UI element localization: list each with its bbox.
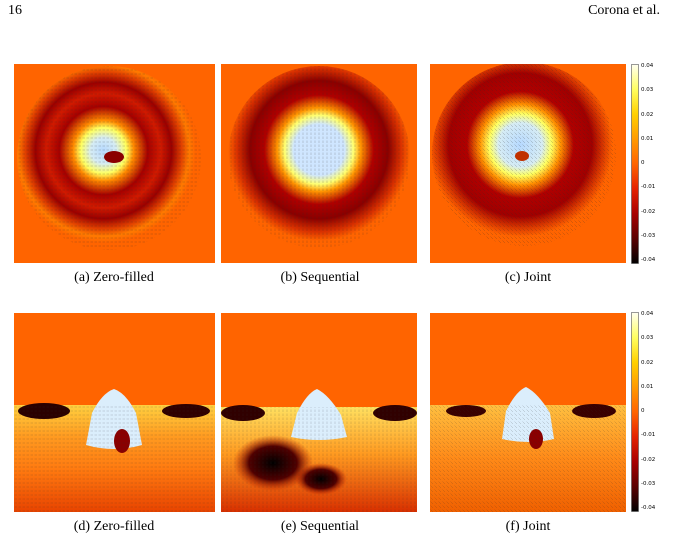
colorbar-bottom-tick-6: -0.02 (641, 456, 656, 463)
panel-d-image (14, 313, 215, 512)
caption-f: (f) Joint (505, 519, 551, 534)
colorbar-bottom-tick-7: -0.03 (641, 480, 656, 487)
colorbar-bottom-tick-0: 0.04 (641, 311, 654, 317)
panel-b-image (221, 64, 417, 263)
page-number: 16 (8, 3, 22, 18)
panel-c-image (430, 64, 626, 263)
panel-e-image (221, 313, 417, 512)
caption-b: (b) Sequential (280, 270, 360, 285)
colorbar-top (631, 64, 639, 264)
panel-f-image (430, 313, 626, 512)
colorbar-bottom-tick-1: 0.03 (641, 335, 654, 342)
caption-a: (a) Zero-filled (74, 270, 154, 285)
running-head: Corona et al. (588, 3, 660, 18)
colorbar-top-tick-2: 0.02 (641, 111, 654, 118)
colorbar-top-tick-5: -0.01 (641, 184, 656, 191)
colorbar-bottom-tick-2: 0.02 (641, 359, 654, 366)
colorbar-top-tick-4: 0 (641, 160, 645, 166)
colorbar-top-tick-7: -0.03 (641, 232, 656, 239)
colorbar-bottom-tick-3: 0.01 (641, 383, 654, 390)
colorbar-top-tick-6: -0.02 (641, 208, 656, 215)
panel-a-image (14, 64, 215, 263)
colorbar-bottom-tick-4: 0 (641, 408, 645, 414)
caption-d: (d) Zero-filled (73, 519, 155, 534)
colorbar-bottom (631, 312, 639, 512)
colorbar-bottom-tick-8: -0.04 (641, 505, 656, 511)
caption-e: (e) Sequential (280, 519, 360, 534)
colorbar-top-tick-3: 0.01 (641, 135, 654, 142)
caption-c: (c) Joint (504, 270, 552, 285)
colorbar-bottom-tick-5: -0.01 (641, 432, 656, 439)
colorbar-top-tick-0: 0.04 (641, 63, 654, 69)
colorbar-top-tick-1: 0.03 (641, 87, 654, 94)
colorbar-top-tick-8: -0.04 (641, 257, 656, 263)
